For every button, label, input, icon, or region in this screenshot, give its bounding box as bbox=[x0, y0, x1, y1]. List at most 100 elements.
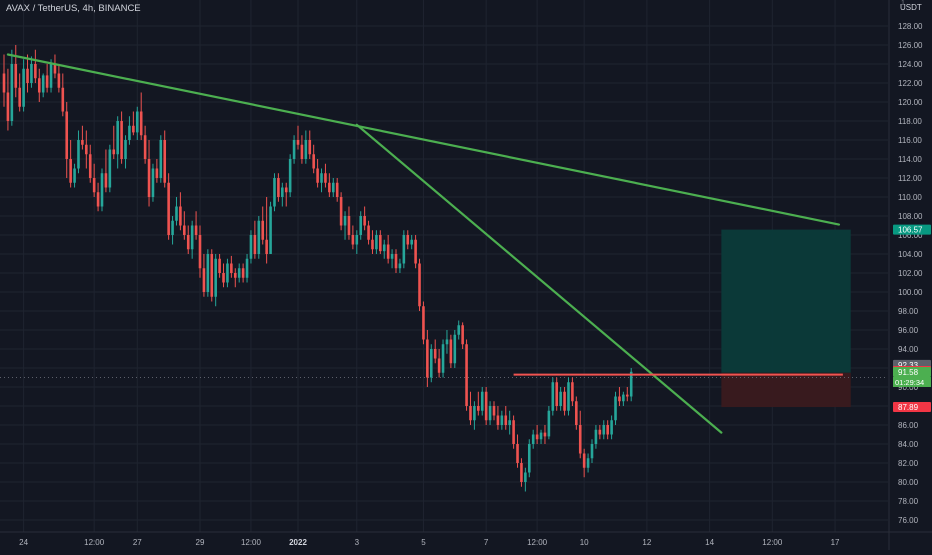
candle-body bbox=[555, 382, 559, 406]
candle-body bbox=[543, 432, 547, 437]
candle-body bbox=[308, 140, 312, 155]
candle-body bbox=[81, 140, 84, 145]
time-tick-label: 3 bbox=[355, 538, 360, 547]
price-tick-label: 84.00 bbox=[898, 440, 919, 449]
candle-body bbox=[143, 135, 147, 159]
candle-body bbox=[363, 216, 366, 226]
candle-body bbox=[488, 406, 492, 421]
candle-body bbox=[151, 168, 155, 197]
candle-body bbox=[496, 415, 500, 425]
candle-body bbox=[116, 121, 119, 155]
candle-body bbox=[355, 235, 359, 245]
candle-body bbox=[230, 263, 233, 273]
candle-body bbox=[206, 254, 210, 292]
candle-body bbox=[461, 325, 464, 345]
candle-body bbox=[96, 192, 100, 207]
candle-body bbox=[163, 140, 167, 183]
candle-body bbox=[202, 268, 206, 292]
candle-body bbox=[508, 420, 511, 425]
candle-body bbox=[575, 401, 578, 425]
symbol-title: AVAX / TetherUS, 4h, BINANCE bbox=[6, 3, 141, 14]
candle-body bbox=[273, 178, 276, 207]
candle-body bbox=[214, 258, 217, 297]
candle-body bbox=[100, 173, 104, 207]
candle-body bbox=[183, 225, 186, 235]
price-tick-label: 118.00 bbox=[898, 117, 922, 126]
candle-body bbox=[614, 396, 617, 421]
candle-body bbox=[198, 235, 202, 269]
time-tick-label: 12 bbox=[642, 538, 651, 547]
candle-body bbox=[112, 149, 116, 155]
candle-body bbox=[135, 111, 139, 133]
candle-body bbox=[265, 239, 268, 254]
candle-body bbox=[2, 73, 6, 93]
time-tick-label: 12:00 bbox=[84, 538, 105, 547]
candle-body bbox=[429, 349, 433, 378]
candle-body bbox=[406, 235, 410, 245]
candle-body bbox=[257, 220, 261, 254]
candle-body bbox=[500, 415, 504, 425]
candle-body bbox=[186, 235, 190, 250]
price-tick-label: 102.00 bbox=[898, 269, 923, 278]
candle-body bbox=[30, 64, 33, 83]
steep-trendline bbox=[355, 123, 723, 434]
candle-body bbox=[371, 239, 374, 250]
candle-body bbox=[6, 92, 10, 121]
candle-body bbox=[147, 159, 151, 197]
candle-body bbox=[269, 206, 272, 254]
candle-body bbox=[477, 406, 480, 411]
candle-body bbox=[108, 149, 112, 188]
price-tick-label: 78.00 bbox=[898, 497, 919, 506]
candle-body bbox=[296, 140, 300, 145]
candle-body bbox=[37, 78, 41, 93]
candle-body bbox=[559, 391, 562, 406]
price-tick-label: 120.00 bbox=[898, 98, 923, 107]
candle-body bbox=[539, 432, 543, 440]
candle-body bbox=[582, 453, 586, 468]
candle-body bbox=[418, 263, 421, 307]
ask-price-badge-text: 92.33 bbox=[898, 361, 919, 370]
candle-body bbox=[167, 182, 170, 235]
candle-body bbox=[394, 254, 398, 269]
candle-body bbox=[563, 391, 566, 411]
candle-body bbox=[351, 235, 355, 245]
candle-body bbox=[386, 244, 390, 259]
target-price-badge bbox=[893, 224, 931, 235]
last-price-badge-text: 91.58 bbox=[898, 368, 919, 377]
candle-body bbox=[622, 394, 625, 402]
candle-body bbox=[402, 235, 406, 264]
candle-body bbox=[132, 125, 135, 133]
candle-body bbox=[410, 239, 413, 245]
candle-body bbox=[484, 391, 488, 421]
candle-body bbox=[49, 64, 53, 88]
currency-label[interactable]: USDT bbox=[900, 3, 922, 12]
price-tick-label: 96.00 bbox=[898, 326, 919, 335]
candle-body bbox=[45, 75, 49, 88]
candle-body bbox=[516, 444, 519, 463]
candle-body bbox=[53, 64, 57, 74]
candle-body bbox=[457, 325, 461, 335]
candle-body bbox=[233, 273, 237, 278]
candle-body bbox=[437, 358, 441, 373]
candle-body bbox=[304, 140, 308, 159]
price-tick-label: 122.00 bbox=[898, 79, 923, 88]
candle-body bbox=[449, 339, 453, 364]
candle-body bbox=[379, 235, 382, 252]
candle-body bbox=[590, 444, 594, 459]
time-tick-label: 5 bbox=[421, 538, 426, 547]
candle-body bbox=[531, 434, 535, 444]
candle-body bbox=[175, 206, 178, 221]
price-tick-label: 98.00 bbox=[898, 307, 919, 316]
price-tick-label: 104.00 bbox=[898, 250, 923, 259]
candle-body bbox=[492, 406, 496, 416]
candle-body bbox=[312, 154, 315, 169]
countdown-text: 01:29:34 bbox=[895, 378, 924, 387]
candle-body bbox=[578, 425, 582, 454]
candle-body bbox=[571, 382, 574, 402]
price-tick-label: 126.00 bbox=[898, 41, 923, 50]
candle-body bbox=[14, 64, 18, 88]
candle-body bbox=[586, 458, 590, 468]
candle-body bbox=[218, 258, 221, 273]
